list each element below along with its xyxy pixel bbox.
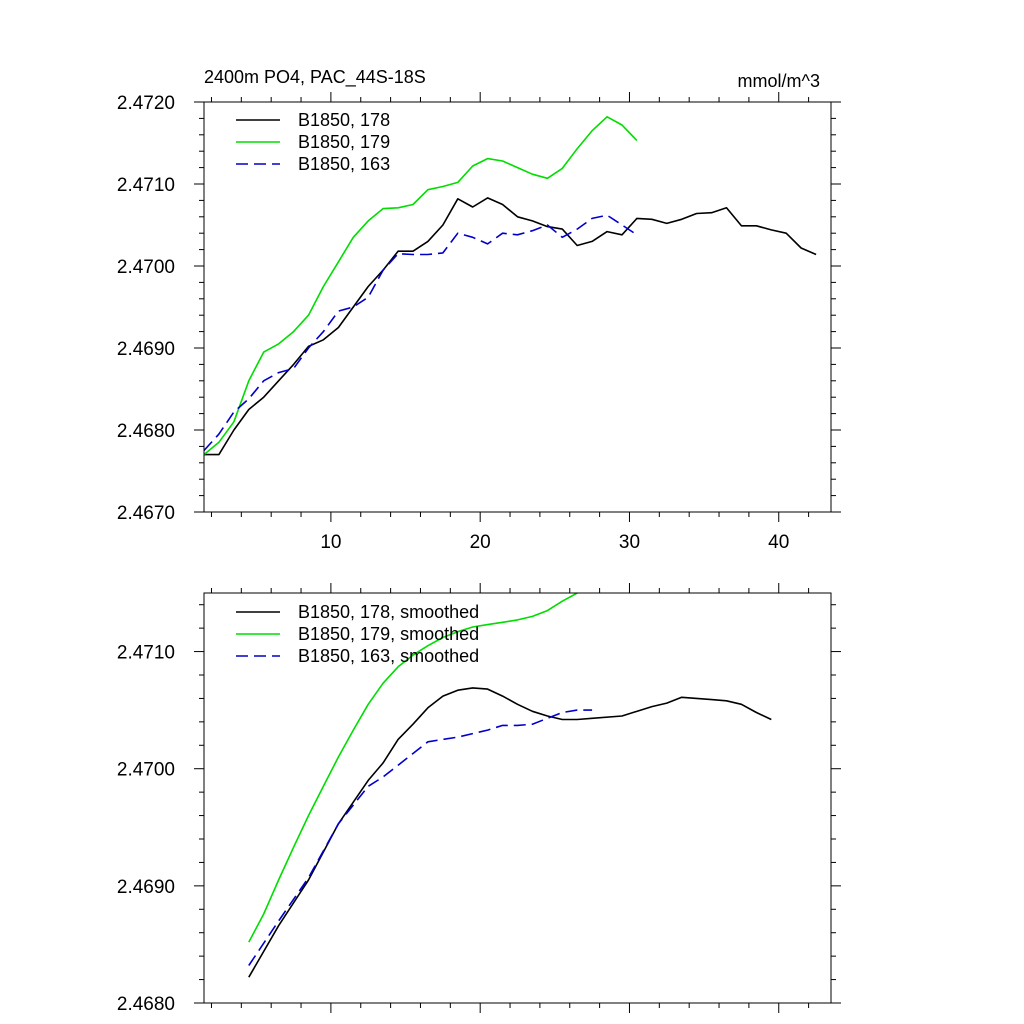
top-axis-ticks: 10 20 30 40 2.4670 2.4680 2.4690 2.4700 2.4710 2.… <box>117 92 841 553</box>
bottom-panel: 2.4680 2.4690 2.4700 2.4710 B1850, 178, smo… <box>117 583 841 1015</box>
legend-label-1: B1850, 178 <box>298 110 390 130</box>
chart-title: 2400m PO4, PAC_44S-18S <box>204 67 426 88</box>
legend-label-3: B1850, 163 <box>298 154 390 174</box>
bottom-plot-frame <box>203 592 832 1004</box>
x-tick-label: 30 <box>619 532 640 553</box>
top-plot-frame <box>203 101 832 513</box>
legend-label-2: B1850, 179 <box>298 132 390 152</box>
series-line-1 <box>248 687 772 978</box>
x-tick-label: 20 <box>470 532 491 553</box>
legend-label-2: B1850, 179, smoothed <box>298 624 479 644</box>
bottom-plot-lines <box>248 593 772 978</box>
series-line-1 <box>204 197 817 456</box>
y-tick-label: 2.4670 <box>117 503 175 524</box>
y-tick-label: 2.4680 <box>117 421 175 442</box>
y-tick-label: 2.4690 <box>117 339 175 360</box>
x-tick-label: 40 <box>768 532 789 553</box>
units-label: mmol/m^3 <box>738 71 820 91</box>
y-tick-label: 2.4710 <box>117 175 175 196</box>
legend-label-3: B1850, 163, smoothed <box>298 646 479 666</box>
series-line-3 <box>248 709 593 966</box>
x-tick-label: 10 <box>320 532 341 553</box>
series-line-2 <box>248 593 579 943</box>
y-tick-label: 2.4710 <box>117 643 175 664</box>
y-tick-label: 2.4680 <box>117 994 175 1015</box>
bottom-axis-ticks: 2.4680 2.4690 2.4700 2.4710 <box>117 583 841 1015</box>
y-tick-label: 2.4720 <box>117 93 175 114</box>
series-line-2 <box>203 116 638 456</box>
series-line-3 <box>203 214 638 452</box>
top-plot-lines <box>203 116 817 456</box>
legend-label-1: B1850, 178, smoothed <box>298 602 479 622</box>
top-panel: 2400m PO4, PAC_44S-18S mmol/m^3 10 20 30 40… <box>117 67 841 553</box>
y-tick-label: 2.4700 <box>117 257 175 278</box>
y-tick-label: 2.4700 <box>117 760 175 781</box>
y-tick-label: 2.4690 <box>117 877 175 898</box>
